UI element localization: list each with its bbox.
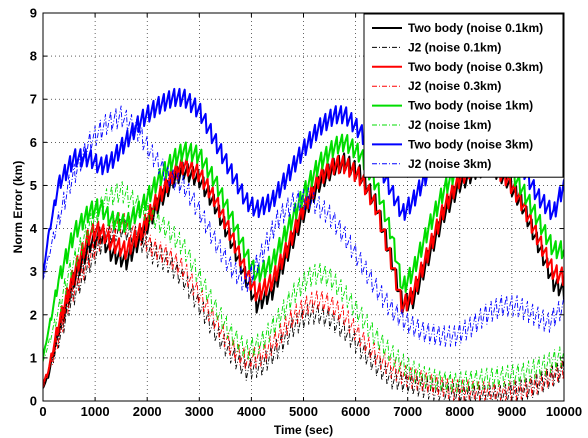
x-tick-label: 10000 bbox=[546, 404, 582, 419]
x-tick-label: 9000 bbox=[497, 404, 526, 419]
series-line bbox=[43, 212, 564, 401]
legend-label: J2 (noise 0.3km) bbox=[408, 79, 501, 93]
series-line bbox=[43, 181, 564, 394]
y-tick-label: 8 bbox=[30, 49, 37, 64]
y-tick-label: 4 bbox=[30, 221, 38, 236]
y-tick-label: 6 bbox=[30, 135, 37, 150]
x-tick-label: 2000 bbox=[133, 404, 162, 419]
y-tick-label: 7 bbox=[30, 92, 37, 107]
y-tick-label: 0 bbox=[30, 394, 37, 409]
series-line bbox=[43, 105, 564, 347]
y-tick-label: 5 bbox=[30, 178, 37, 193]
legend-label: J2 (noise 0.1km) bbox=[408, 40, 501, 54]
x-tick-label: 3000 bbox=[185, 404, 214, 419]
y-tick-label: 3 bbox=[30, 264, 37, 279]
legend-label: Two body (noise 0.3km) bbox=[408, 60, 543, 74]
legend-label: J2 (noise 3km) bbox=[408, 157, 491, 171]
y-tick-label: 9 bbox=[30, 6, 37, 21]
legend-label: Two body (noise 3km) bbox=[408, 137, 533, 151]
legend-box bbox=[363, 13, 564, 178]
x-tick-label: 6000 bbox=[341, 404, 370, 419]
x-tick-label: 8000 bbox=[445, 404, 474, 419]
x-tick-label: 1000 bbox=[81, 404, 110, 419]
legend-label: Two body (noise 1km) bbox=[408, 99, 533, 113]
y-tick-label: 2 bbox=[30, 307, 37, 322]
x-axis-label: Time (sec) bbox=[274, 423, 333, 437]
legend-label: Two body (noise 0.1km) bbox=[408, 21, 543, 35]
legend-label: J2 (noise 1km) bbox=[408, 118, 491, 132]
x-tick-label: 0 bbox=[39, 404, 46, 419]
x-tick-label: 4000 bbox=[237, 404, 266, 419]
y-tick-label: 1 bbox=[30, 350, 37, 365]
ticks: 0 1000 2000 3000 4000 5000 6000 7000 8000 9000 100… bbox=[30, 6, 582, 420]
x-tick-label: 7000 bbox=[393, 404, 422, 419]
y-axis-label: Norm Error (km) bbox=[11, 161, 25, 254]
x-tick-label: 5000 bbox=[289, 404, 318, 419]
legend: Two body (noise 0.1km) J2 (noise 0.1km) Tw… bbox=[363, 13, 564, 178]
